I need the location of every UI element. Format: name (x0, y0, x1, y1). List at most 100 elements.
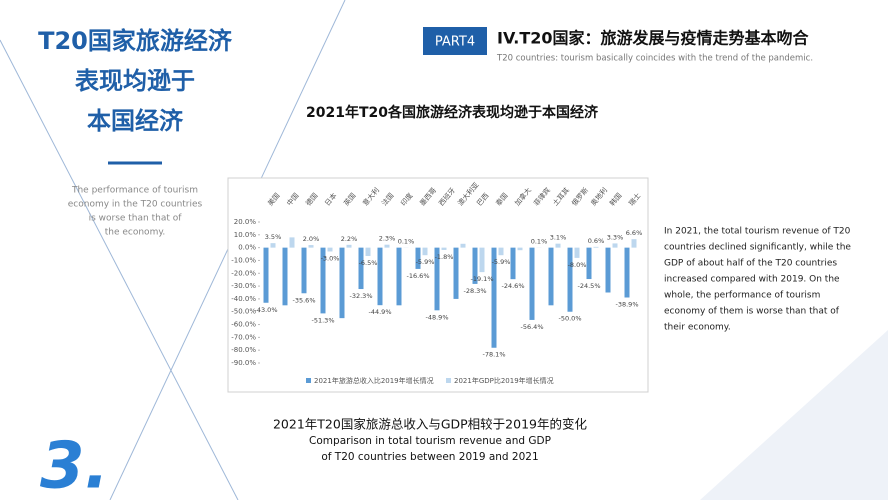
y-tick-label: -10.0% (231, 256, 256, 264)
data-label: 2.3% (379, 235, 396, 243)
data-label: 3.5% (265, 233, 282, 241)
right-text: In 2021, the total tourism revenue of T2… (664, 227, 851, 237)
bar (384, 244, 390, 248)
bar (396, 247, 402, 306)
data-label: -56.4% (521, 323, 544, 331)
data-label: -19.1% (471, 275, 494, 283)
data-label: -5.9% (492, 258, 511, 266)
bar (327, 247, 333, 252)
section-number: 3. (40, 430, 109, 500)
deco-line (0, 39, 239, 500)
bar (346, 244, 352, 248)
y-tick-label: -30.0% (231, 282, 256, 290)
bar (631, 239, 637, 248)
data-label: -5.9% (416, 258, 435, 266)
bar (605, 247, 611, 293)
bar (593, 246, 599, 248)
data-label: -24.5% (578, 282, 601, 290)
caption: 2021年T20国家旅游总收入与GDP相较于2019年的变化 (273, 417, 588, 432)
bar (415, 247, 421, 269)
chart-title: 2021年T20各国旅游经济表现均逊于本国经济 (306, 104, 599, 121)
right-text: economy of them is worse than that of (664, 307, 840, 317)
y-tick-label: -40.0% (231, 295, 256, 303)
data-label: 6.6% (626, 229, 643, 237)
bar (624, 247, 630, 298)
data-label: -3.0% (321, 254, 340, 262)
y-tick-label: -20.0% (231, 269, 256, 277)
bar (498, 247, 504, 256)
bar (339, 247, 345, 319)
data-label: 3.1% (550, 234, 567, 242)
bar (510, 247, 516, 280)
part-badge (423, 27, 487, 55)
bar (320, 247, 326, 314)
legend-swatch (306, 378, 311, 383)
data-label: -35.6% (293, 296, 316, 304)
y-tick-label: -80.0% (231, 346, 256, 354)
data-label: -43.0% (255, 306, 278, 314)
right-text: GDP of about half of the T20 countries (664, 259, 837, 269)
right-text: their economy. (664, 323, 731, 333)
bar (472, 247, 478, 284)
deco-corner (700, 330, 888, 500)
caption: Comparison in total tourism revenue and … (309, 435, 551, 447)
left-text: The performance of tourism (71, 186, 198, 196)
part-label: PART4 (435, 35, 475, 50)
bar (574, 247, 580, 258)
legend-swatch (446, 378, 451, 383)
legend-label: 2021年GDP比2019年增长情况 (454, 376, 554, 385)
bar (358, 247, 364, 290)
y-tick-label: 0.0% (238, 244, 256, 252)
data-label: 0.6% (588, 237, 605, 245)
data-label: -8.0% (568, 261, 587, 269)
bar (289, 237, 295, 248)
bar (460, 243, 466, 248)
left-text: the economy. (105, 228, 166, 238)
data-label: -50.0% (559, 315, 582, 323)
bar (308, 245, 314, 248)
y-tick-label: -90.0% (231, 359, 256, 367)
bar (555, 243, 561, 248)
bar (365, 247, 371, 256)
data-label: 0.1% (398, 238, 415, 246)
data-label: 3.3% (607, 233, 624, 241)
header-title: IV.T20国家：旅游发展与疫情走势基本吻合 (497, 29, 810, 48)
bar (441, 247, 447, 250)
y-tick-label: -50.0% (231, 308, 256, 316)
left-title: 本国经济 (87, 107, 184, 135)
y-tick-label: 10.0% (234, 231, 257, 239)
data-label: 2.0% (303, 235, 320, 243)
bar (529, 247, 535, 320)
left-title: 表现均逊于 (75, 67, 195, 95)
data-label: -38.9% (616, 300, 639, 308)
data-label: -1.8% (435, 253, 454, 261)
bar (270, 243, 276, 248)
data-label: -51.3% (312, 316, 335, 324)
bar (377, 247, 383, 306)
bar (282, 247, 288, 306)
left-text: economy in the T20 countries (68, 200, 203, 210)
bar (491, 247, 497, 348)
bar (517, 247, 523, 251)
right-text: increased compared with 2019. On the (664, 275, 840, 285)
data-label: -6.5% (359, 259, 378, 267)
legend-label: 2021年旅游总收入比2019年增长情况 (314, 376, 434, 385)
right-text: whole, the performance of tourism (664, 291, 820, 301)
bar (479, 247, 485, 273)
data-label: -44.9% (369, 308, 392, 316)
bar (422, 247, 428, 256)
bar (453, 247, 459, 299)
data-label: -78.1% (483, 351, 506, 359)
bar (586, 247, 592, 280)
y-tick-label: 20.0% (234, 218, 257, 226)
caption: of T20 countries between 2019 and 2021 (321, 451, 538, 463)
data-label: -16.6% (407, 272, 430, 280)
y-tick-label: -70.0% (231, 333, 256, 341)
header-subtitle: T20 countries: tourism basically coincid… (496, 54, 813, 64)
bar (612, 243, 618, 248)
y-tick-label: -60.0% (231, 321, 256, 329)
data-label: -28.3% (464, 287, 487, 295)
data-label: 0.1% (531, 238, 548, 246)
data-label: -48.9% (426, 313, 449, 321)
